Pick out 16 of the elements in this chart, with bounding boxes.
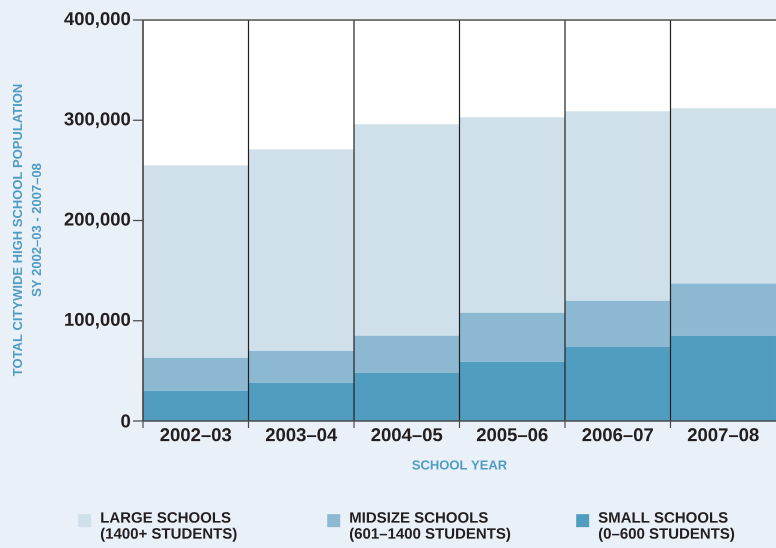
x-tick-label: 2007–08: [688, 428, 759, 442]
y-tick-label: 400,000: [64, 12, 130, 28]
y-tick-label: 0: [121, 414, 130, 428]
y-tick-label: 100,000: [65, 312, 130, 329]
legend-label: MIDSIZE SCHOOLS (601–1400 STUDENTS): [350, 512, 510, 542]
x-tick-label: 2006–07: [582, 428, 653, 442]
x-tick-label: 2004–05: [371, 428, 442, 442]
y-tick-label: 300,000: [64, 112, 130, 128]
legend-label: SMALL SCHOOLS (0–600 STUDENTS): [598, 512, 734, 542]
x-tick-label: 2005–06: [476, 428, 548, 442]
legend-label: LARGE SCHOOLS (1400+ STUDENTS): [100, 512, 237, 542]
x-tick-label: 2002–03: [160, 428, 232, 442]
y-tick-label: 200,000: [64, 212, 130, 228]
x-axis-title: SCHOOL YEAR: [412, 460, 507, 470]
x-tick-label: 2003–04: [266, 428, 338, 442]
y-axis-title: TOTAL CITYWIDE HIGH SCHOOL POPULATION SY 2002–03 - 2007–08: [12, 84, 42, 376]
